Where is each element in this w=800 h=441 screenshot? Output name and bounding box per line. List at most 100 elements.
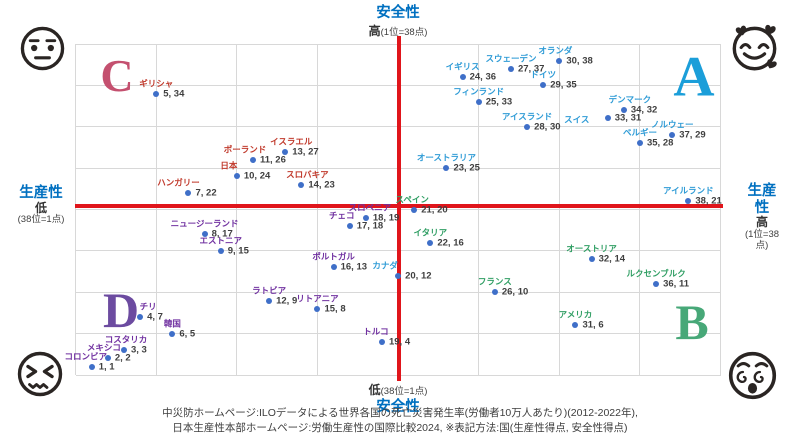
point-country-label: チェコ [328, 210, 355, 221]
point-dot [395, 272, 402, 279]
point-country-label: ベルギー [622, 127, 657, 138]
point-dot [120, 347, 127, 354]
gridline-vertical [558, 44, 560, 375]
point-country-label: ドイツ [530, 69, 556, 80]
point-country-label: イタリア [413, 227, 448, 238]
point-country-label: カナダ [372, 260, 398, 271]
point-score-value: 33, 31 [614, 112, 642, 124]
productivity-title-left: 生産性 [19, 185, 63, 201]
point-country-label: デンマーク [608, 94, 652, 105]
point-country-label: ノルウェー [650, 119, 694, 130]
gridline-vertical [639, 44, 641, 375]
point-country-label: 日本 [220, 160, 238, 171]
point-score-value: 3, 3 [130, 344, 147, 356]
point-country-label: スロバキア [286, 169, 329, 180]
point-score-value: 4, 7 [147, 311, 163, 323]
point-dot [669, 132, 676, 139]
point-country-label: オーストラリア [416, 152, 477, 163]
point-score-value: 37, 29 [679, 129, 706, 141]
confounded-face-icon [16, 350, 64, 398]
point-country-label: ルクセンブルク [626, 268, 686, 279]
point-dot [104, 355, 111, 362]
quadrant-letter-d: D [102, 282, 140, 338]
point-score-value: 17, 18 [356, 220, 384, 232]
point-score-value: 21, 20 [421, 203, 448, 215]
point-score-value: 1, 1 [98, 360, 115, 372]
quadrant-letter-a: A [673, 45, 715, 109]
point-dot [88, 363, 95, 370]
point-country-label: フランス [477, 276, 512, 287]
point-score-value: 25, 33 [485, 96, 513, 108]
point-dot [620, 107, 627, 114]
point-dot [330, 264, 337, 271]
point-dot [411, 206, 418, 213]
point-dot [556, 57, 563, 64]
point-score-value: 16, 13 [340, 261, 368, 273]
point-score-value: 24, 36 [469, 71, 497, 83]
point-dot [153, 90, 160, 97]
point-score-value: 26, 10 [501, 286, 529, 298]
safety-high-label: 高 [368, 23, 381, 38]
point-dot [169, 330, 176, 337]
point-country-label: イスラエル [270, 136, 313, 147]
point-score-value: 34, 32 [630, 104, 658, 116]
quadrant-letter-c: C [100, 50, 134, 101]
productivity-axis-title-left: 生産性 低 (38位=1点) [18, 185, 65, 226]
point-country-label: アメリカ [558, 309, 593, 320]
point-dot [201, 231, 208, 238]
point-score-value: 20, 12 [405, 269, 432, 281]
productivity-low-rank-note: (38位=1点) [17, 214, 65, 226]
point-dot [427, 239, 434, 246]
point-score-value: 22, 16 [437, 236, 464, 248]
productivity-axis-title-right: 生産性 高 (1位=38点) [743, 183, 781, 252]
point-country-label: イギリス [445, 61, 480, 72]
point-country-label: ハンガリー [157, 177, 200, 188]
point-country-label: オランダ [538, 45, 573, 56]
point-score-value: 9, 15 [227, 245, 249, 257]
point-dot [282, 148, 289, 155]
point-dot [459, 74, 466, 81]
productivity-title-right: 生産性 [747, 183, 777, 216]
point-score-value: 10, 24 [243, 170, 271, 182]
point-score-value: 11, 26 [259, 154, 286, 166]
point-score-value: 2, 2 [114, 352, 131, 364]
point-dot [346, 223, 353, 230]
point-country-label: アイルランド [663, 185, 714, 196]
point-score-value: 12, 9 [276, 294, 298, 306]
point-dot [266, 297, 273, 304]
smiling-face-with-hearts-icon [729, 22, 780, 73]
point-country-label: コスタリカ [104, 334, 148, 345]
point-dot [653, 280, 660, 287]
safety-title-top: 安全性 [376, 5, 420, 21]
point-country-label: スウェーデン [485, 53, 537, 64]
point-dot [540, 82, 547, 89]
point-score-value: 15, 8 [324, 303, 346, 315]
point-country-label: エストニア [199, 235, 242, 246]
point-dot [137, 314, 144, 321]
safety-low-label: 低 [368, 383, 381, 397]
point-country-label: スイス [564, 114, 590, 125]
point-country-label: 韓国 [163, 318, 181, 329]
productivity-axis-line [75, 203, 723, 208]
point-dot [636, 140, 643, 147]
point-dot [507, 65, 514, 72]
source-note: 中災防ホームページ:ILOデータによる世界各国の死亡災害発生率(労働者10万人あ… [50, 406, 750, 436]
point-dot [185, 189, 192, 196]
point-score-value: 35, 28 [646, 137, 674, 149]
point-country-label: コロンビア [64, 351, 107, 362]
safety-axis-title-top: 安全性 高(1位=38点) [369, 5, 428, 40]
point-score-value: 27, 37 [517, 63, 545, 75]
point-dot [475, 98, 482, 105]
point-score-value: 29, 35 [550, 79, 577, 91]
neutral-face-icon [19, 25, 66, 72]
safety-axis-title-bottom: 低(38位=1点) 安全性 [369, 381, 428, 416]
point-dot [572, 322, 579, 329]
point-score-value: 18, 19 [372, 212, 400, 224]
point-dot [588, 256, 595, 263]
point-score-value: 28, 30 [534, 121, 561, 132]
safety-low-rank-note: (38位=1点) [380, 386, 428, 397]
productivity-low-label: 低 [34, 200, 48, 215]
point-score-value: 6, 5 [179, 327, 196, 339]
productivity-high-rank-note: (1位=38点) [744, 229, 780, 252]
point-score-value: 23, 25 [453, 162, 480, 174]
